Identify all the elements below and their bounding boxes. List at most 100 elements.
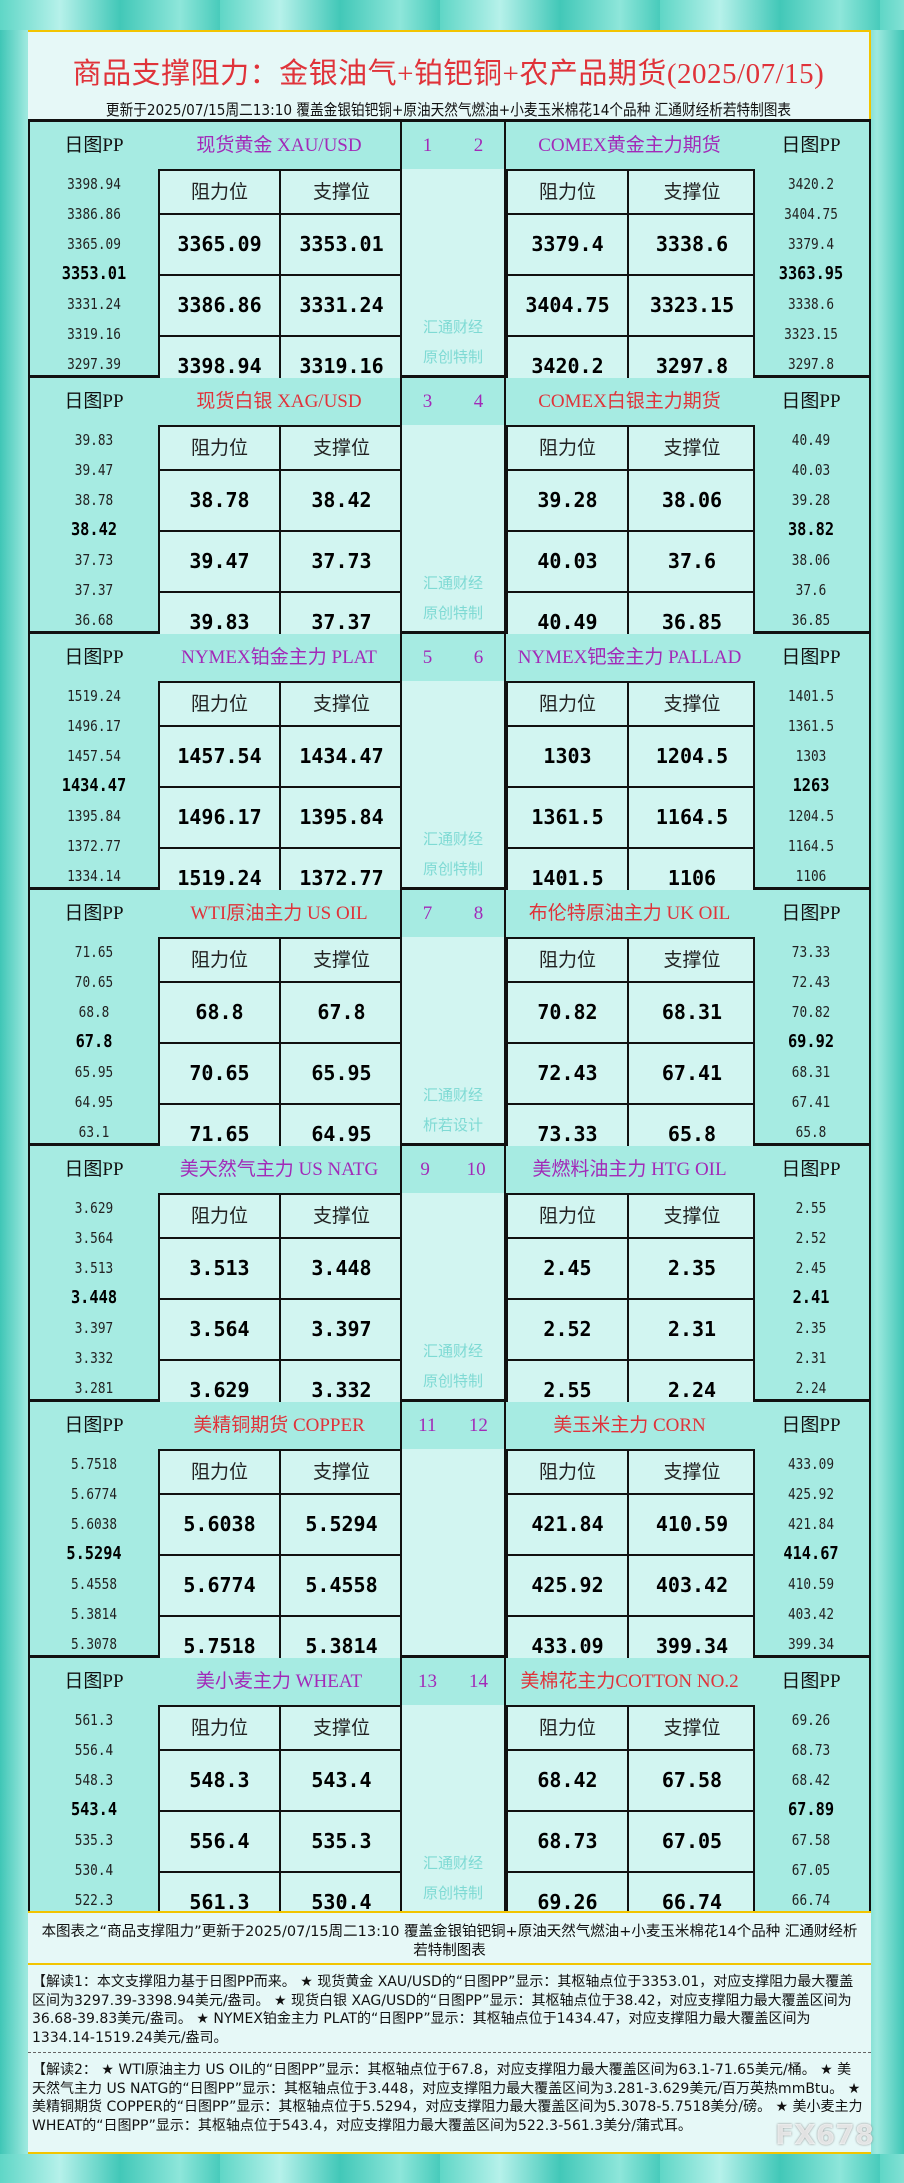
pp-value: 67.41	[791, 1093, 831, 1111]
pp-value: 1204.5	[787, 807, 835, 825]
resistance-value: 425.92	[508, 1556, 629, 1617]
levels-grid-right: 阻力位 支撑位 2.45 2.35 2.52 2.31 2.55 2.24	[506, 1193, 755, 1422]
watermark-text: 原创特制	[422, 1884, 483, 1902]
pp-value: 39.83	[74, 431, 114, 449]
pp-label-right: 日图PP	[781, 903, 841, 924]
pp-column-right: 1401.5 1361.5 1303 1263 1204.5 1164.5 1106	[753, 681, 869, 891]
block-number: 14	[469, 1671, 488, 1692]
block-number: 11	[418, 1415, 437, 1436]
pp-value: 38.78	[74, 491, 114, 509]
pp-column-right: 433.09 425.92 421.84 414.67 410.59 403.42 399.…	[753, 1449, 869, 1659]
support-value: 1395.84	[281, 788, 402, 849]
block-number: 13	[418, 1671, 437, 1692]
pp-value: 1401.5	[787, 687, 835, 705]
resistance-value: 1361.5	[508, 788, 629, 849]
pivot-value: 414.67	[783, 1543, 839, 1564]
block-number: 6	[473, 647, 484, 668]
resistance-value: 433.09	[508, 1617, 629, 1678]
resistance-value: 3404.75	[508, 276, 629, 337]
resistance-value: 3.629	[160, 1361, 281, 1422]
support-value: 37.73	[281, 532, 402, 593]
product-name-right: 布伦特原油主力 UK OIL	[528, 903, 731, 924]
commodity-block: 日图PP 现货白银 XAG/USD COMEX白银主力期货 日图PP 39.83 39.4…	[28, 378, 871, 654]
pp-value: 36.68	[74, 611, 114, 629]
pp-value: 1519.24	[67, 687, 121, 705]
page-subtitle: 更新于2025/07/15周二13:10 覆盖金银铂钯铜+原油天然气燃油+小麦玉…	[105, 101, 792, 119]
pp-value: 2.52	[795, 1229, 827, 1247]
resistance-value: 421.84	[508, 1495, 629, 1556]
resistance-header: 阻力位	[160, 681, 281, 727]
pp-value: 65.8	[795, 1123, 827, 1141]
interpretation-2: 【解读2： ★ WTI原油主力 US OIL的“日图PP”显示：其枢轴点位于67…	[32, 2062, 863, 2134]
product-name-left: 美精铜期货 COPPER	[193, 1415, 365, 1436]
pp-value: 1457.54	[67, 747, 121, 765]
resistance-value: 70.65	[160, 1044, 281, 1105]
watermark-text: 原创特制	[422, 1372, 483, 1390]
support-value: 67.41	[629, 1044, 755, 1105]
resistance-header: 阻力位	[508, 681, 629, 727]
support-value: 68.31	[629, 983, 755, 1044]
pp-value: 2.35	[795, 1319, 827, 1337]
pivot-value: 3.448	[70, 1287, 118, 1308]
levels-grid-right: 阻力位 支撑位 39.28 38.06 40.03 37.6 40.49 36.85	[506, 425, 755, 654]
pp-column-left: 39.83 39.47 38.78 38.42 37.73 37.37 36.68	[30, 425, 158, 635]
pivot-value: 67.8	[75, 1031, 113, 1052]
support-value: 2.24	[667, 1378, 717, 1402]
pivot-value: 1434.47	[61, 775, 127, 796]
resistance-value: 3386.86	[160, 276, 281, 337]
resistance-value: 1401.5	[508, 849, 629, 910]
product-name-right: COMEX白银主力期货	[538, 391, 721, 412]
pp-value: 40.03	[791, 461, 831, 479]
resistance-header: 阻力位	[508, 1193, 629, 1239]
fx678-logo: FX678	[775, 2118, 875, 2151]
pp-value: 1395.84	[67, 807, 121, 825]
pp-value: 63.1	[78, 1123, 110, 1141]
commodity-block: 日图PP 美精铜期货 COPPER 美玉米主力 CORN 日图PP 5.7518 5.67…	[28, 1402, 871, 1678]
block-number-column: 13 14 汇通财经 原创特制	[400, 1658, 506, 1911]
pp-value: 3365.09	[67, 235, 121, 253]
support-header: 支撑位	[281, 937, 402, 983]
pp-value: 3297.39	[67, 355, 121, 373]
product-name-right: 美棉花主力COTTON NO.2	[520, 1671, 739, 1692]
pp-value: 36.85	[791, 611, 831, 629]
support-value: 38.42	[281, 471, 402, 532]
watermark-area: 汇通财经 原创特制	[402, 1705, 504, 1911]
pp-value: 5.3078	[70, 1635, 118, 1653]
pp-column-left: 71.65 70.65 68.8 67.8 65.95 64.95 63.1	[30, 937, 158, 1147]
resistance-value: 40.49	[508, 593, 629, 654]
support-value: 530.4	[311, 1890, 372, 1914]
levels-grid-left: 阻力位 支撑位 68.8 67.8 70.65 65.95 71.65 64.95	[158, 937, 402, 1166]
resistance-value: 5.6038	[160, 1495, 281, 1556]
pp-label-left: 日图PP	[64, 135, 124, 156]
product-name-left: WTI原油主力 US OIL	[190, 903, 368, 924]
levels-grid-left: 阻力位 支撑位 548.3 543.4 556.4 535.3 561.3 530.4	[158, 1705, 402, 1934]
resistance-value: 71.65	[160, 1105, 281, 1166]
resistance-header: 阻力位	[160, 1705, 281, 1751]
page-title: 商品支撑阻力：金银油气+铂钯铜+农产品期货(2025/07/15)	[72, 58, 825, 90]
watermark-text: 原创特制	[422, 348, 483, 366]
pp-column-left: 1519.24 1496.17 1457.54 1434.47 1395.84 1372.…	[30, 681, 158, 891]
pp-value: 3338.6	[787, 295, 835, 313]
pivot-value: 3353.01	[61, 263, 127, 284]
support-header: 支撑位	[281, 1705, 402, 1751]
pp-label-left: 日图PP	[64, 903, 124, 924]
pp-value: 1372.77	[67, 837, 121, 855]
support-value: 3.448	[281, 1239, 402, 1300]
support-value: 65.8	[667, 1122, 717, 1146]
support-value: 66.74	[661, 1890, 723, 1914]
support-value: 3331.24	[281, 276, 402, 337]
block-number-column: 1 2 汇通财经 原创特制	[400, 122, 506, 375]
pp-value: 65.95	[74, 1063, 114, 1081]
pp-column-left: 5.7518 5.6774 5.6038 5.5294 5.4558 5.3814 5.30…	[30, 1449, 158, 1659]
support-value: 67.05	[629, 1812, 755, 1873]
pp-label-right: 日图PP	[781, 135, 841, 156]
pp-label-right: 日图PP	[781, 1671, 841, 1692]
support-value: 2.31	[629, 1300, 755, 1361]
bottom-border	[0, 2154, 904, 2183]
pp-value: 70.82	[791, 1003, 831, 1021]
pp-column-left: 3.629 3.564 3.513 3.448 3.397 3.332 3.281	[30, 1193, 158, 1403]
resistance-value: 1303	[508, 727, 629, 788]
resistance-value: 72.43	[508, 1044, 629, 1105]
